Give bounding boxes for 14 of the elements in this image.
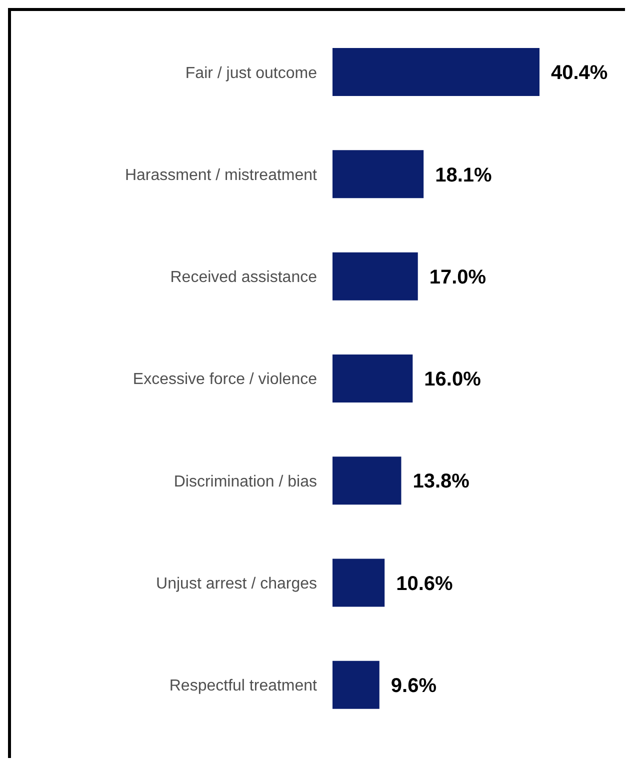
data-label: 40.4% [551,62,608,84]
data-label: 10.6% [396,572,454,595]
y-tick-label: Respectful treatment [169,678,318,695]
y-tick-label: Unjust arrest / charges [156,575,317,592]
data-label: 18.1% [435,164,492,186]
data-label: 16.0% [424,368,482,391]
y-tick-label: Excessive force / violence [132,371,318,388]
data-label: 13.8% [412,470,470,493]
y-tick-label: Harassment / mistreatment [124,166,318,184]
y-tick-label: Fair / just outcome [185,64,318,82]
y-tick-label: Discrimination / bias [174,473,317,490]
data-label: 17.0% [429,266,486,288]
y-tick-label: Received assistance [170,269,318,286]
data-label: 9.6% [390,674,437,697]
